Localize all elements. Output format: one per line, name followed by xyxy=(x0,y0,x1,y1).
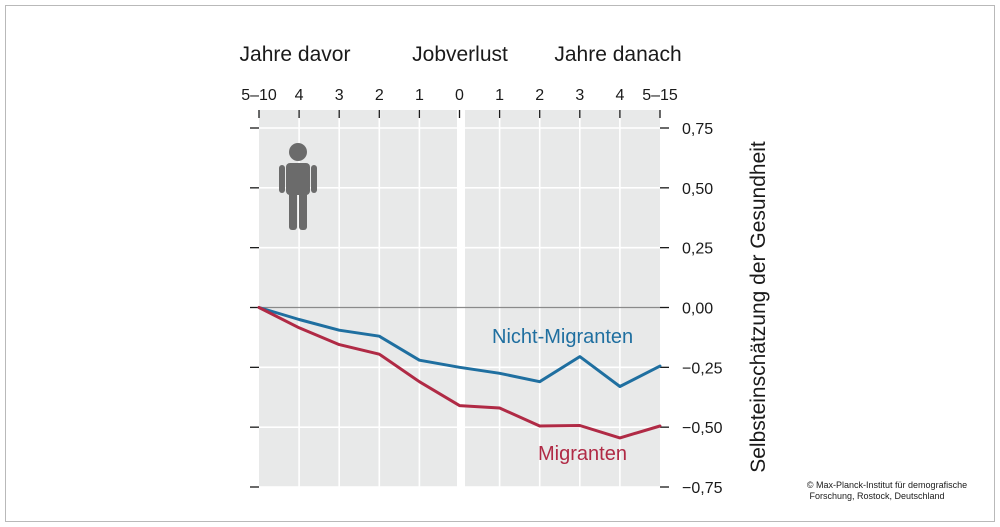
person-icon xyxy=(279,143,317,230)
header-after: Jahre danach xyxy=(554,43,681,66)
x-tick-label: 2 xyxy=(535,87,544,104)
y-tick-label: 0,50 xyxy=(682,181,713,198)
credit-line-2: Forschung, Rostock, Deutschland xyxy=(809,491,944,501)
series-lines xyxy=(257,306,662,440)
series-label-migranten: Migranten xyxy=(538,443,627,465)
axis-ticks xyxy=(250,110,669,488)
y-tick-label: 0,75 xyxy=(682,121,713,138)
x-tick-labels: 5–10 4 3 2 1 0 1 2 3 4 5–15 xyxy=(241,87,678,104)
x-tick-label: 1 xyxy=(415,87,424,104)
series-line-migranten xyxy=(257,306,662,440)
credit-line-1: © Max-Planck-Institut für demografische xyxy=(807,480,967,490)
header-event: Jobverlust xyxy=(412,43,508,66)
x-tick-label: 3 xyxy=(335,87,344,104)
x-tick-label: 4 xyxy=(615,87,624,104)
series-label-nicht-migranten: Nicht-Migranten xyxy=(492,326,633,348)
y-tick-label: −0,75 xyxy=(682,480,723,497)
y-tick-label: −0,25 xyxy=(682,360,723,377)
y-tick-labels: 0,75 0,50 0,25 0,00 −0,25 −0,50 −0,75 xyxy=(682,121,723,497)
y-tick-label: 0,00 xyxy=(682,301,713,318)
gridlines xyxy=(259,110,660,488)
header-before: Jahre davor xyxy=(240,43,351,66)
x-tick-label: 3 xyxy=(575,87,584,104)
series-line-nicht-migranten xyxy=(257,306,662,388)
y-tick-label: 0,25 xyxy=(682,241,713,258)
panel-after xyxy=(465,110,660,487)
y-axis-title: Selbsteinschätzung der Gesundheit xyxy=(747,141,770,473)
x-tick-label: 5–15 xyxy=(642,87,678,104)
x-tick-label: 1 xyxy=(495,87,504,104)
x-tick-label: 0 xyxy=(455,87,464,104)
x-tick-label: 5–10 xyxy=(241,87,277,104)
x-tick-label: 4 xyxy=(295,87,304,104)
x-tick-label: 2 xyxy=(375,87,384,104)
y-tick-label: −0,50 xyxy=(682,420,723,437)
